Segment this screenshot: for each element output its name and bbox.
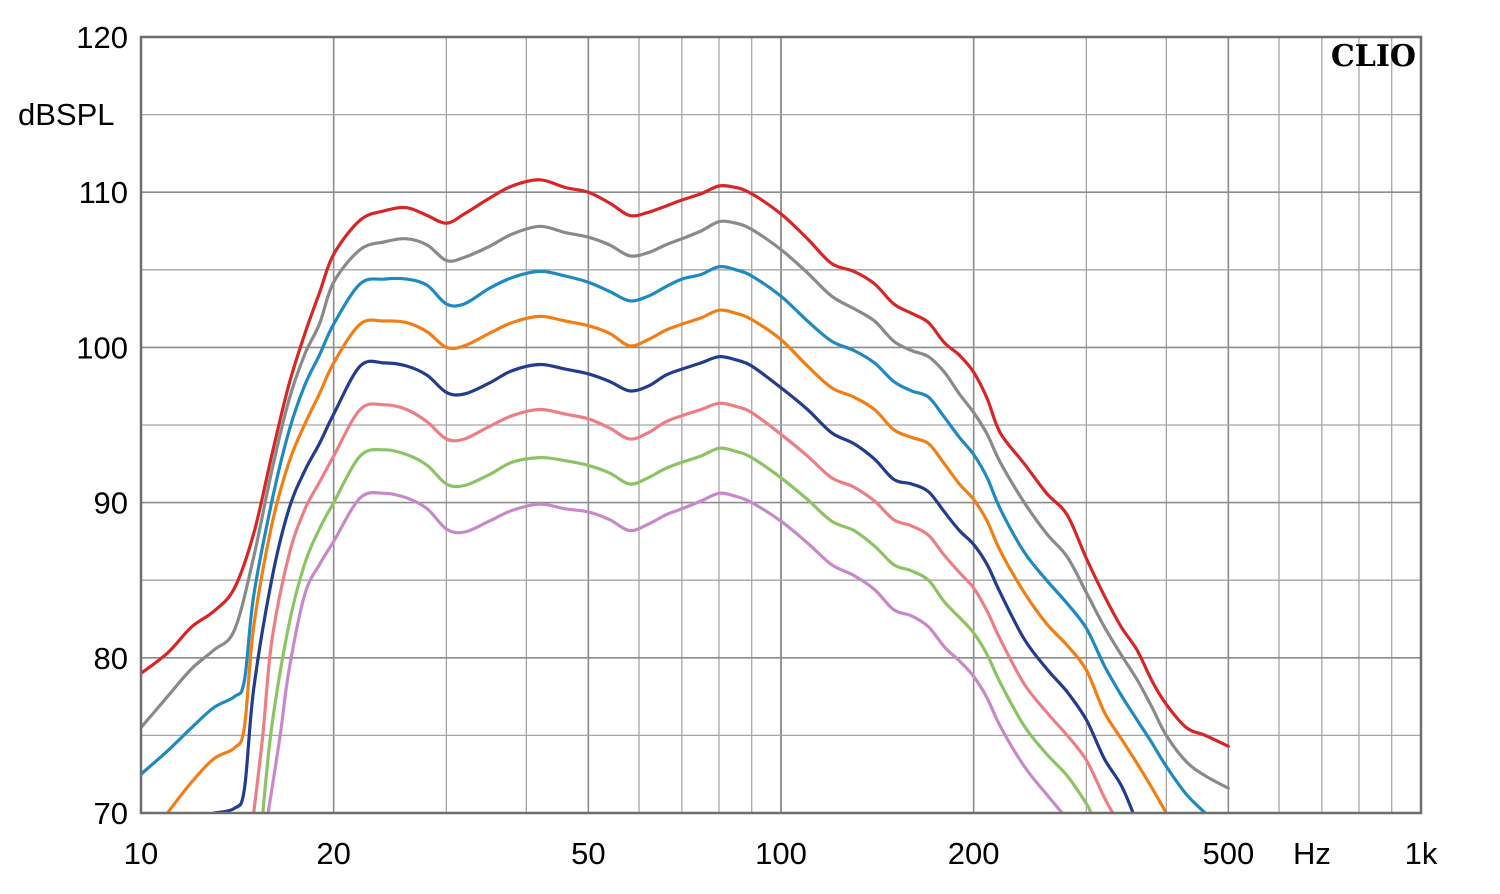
y-tick-label: 120 [76,20,128,55]
series-group [141,178,1230,813]
series-line-6 [252,401,1115,813]
series-line-5 [212,355,1135,813]
y-tick-label: 110 [79,175,128,210]
x-tick-labels: 10 20 50 100 200 500 1k [124,836,1438,871]
series-line-2 [141,219,1230,790]
y-tick-label: 100 [76,330,128,365]
x-tick-label: 200 [948,836,1000,871]
grid [140,36,1422,814]
y-tick-labels: 70 80 90 100 110 120 [76,20,128,831]
x-tick-label: 50 [571,836,605,871]
x-tick-label: 20 [316,836,350,871]
clio-logo: CLIO [1331,39,1416,74]
series-line-3 [141,264,1207,813]
x-tick-label: 100 [755,836,807,871]
x-unit-label: Hz [1293,836,1331,871]
x-tick-label: 1k [1405,836,1438,871]
x-tick-label: 500 [1202,836,1254,871]
x-tick-label: 10 [124,836,158,871]
series-line-1 [141,178,1230,748]
series-line-8 [266,491,1064,813]
series-line-7 [261,446,1093,813]
series-line-4 [165,308,1168,813]
y-tick-label: 70 [94,796,128,831]
y-tick-label: 80 [94,641,128,676]
plot-frame [139,35,1423,815]
y-tick-label: 90 [94,486,128,521]
y-unit-label: dBSPL [18,97,115,132]
